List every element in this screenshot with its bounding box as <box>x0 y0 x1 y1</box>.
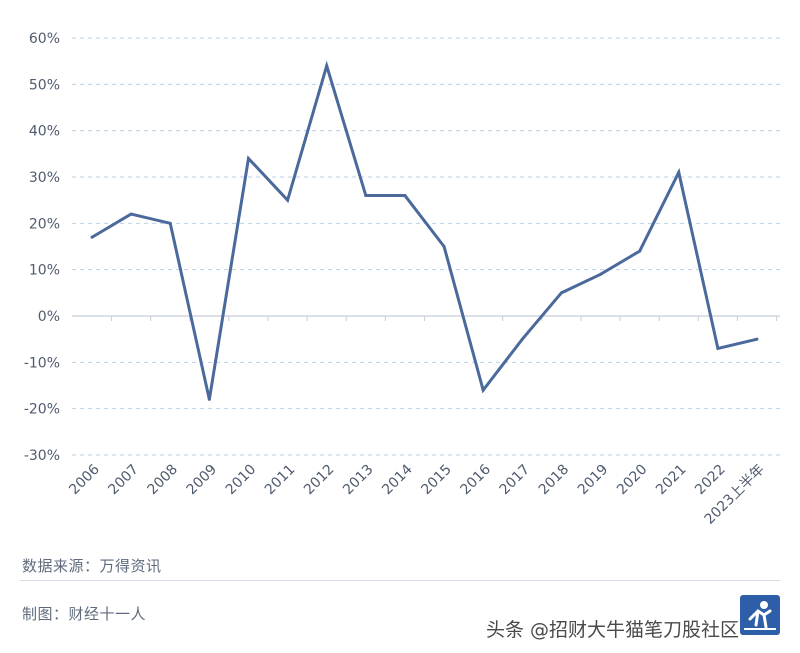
data-point <box>286 198 290 202</box>
data-point <box>520 337 524 341</box>
data-point <box>559 291 563 295</box>
x-tick-label: 2009 <box>184 462 221 499</box>
data-point <box>168 221 172 225</box>
data-point <box>716 346 720 350</box>
y-tick-label: 20% <box>29 216 60 232</box>
x-tick-label: 2020 <box>614 462 651 499</box>
data-point <box>677 170 681 174</box>
x-tick-label: 2018 <box>536 462 573 499</box>
x-tick-label: 2016 <box>457 461 494 498</box>
x-tick-label: 2014 <box>379 461 416 498</box>
data-point <box>90 235 94 239</box>
y-tick-label: -30% <box>24 448 60 464</box>
y-axis-ticks: 60% 50% 40% 30% 20% 10% 0% -10% -20% -30% <box>24 31 60 464</box>
x-tick-label: 2012 <box>301 462 338 499</box>
x-tick-label: 2006 <box>66 461 103 498</box>
line-chart: 60%50%40%30%20%10%0%-10%-20%-30% 2006 200… <box>24 31 780 528</box>
y-tick-label: 0% <box>38 309 60 325</box>
y-tick-label: 60% <box>29 31 60 47</box>
x-axis-ticks: 2006 2007 2008 2009 2010 2011 2012 2013 2014 2015… <box>66 461 768 527</box>
x-tick-label: 2010 <box>223 462 260 499</box>
x-tick-label: 2007 <box>105 462 142 499</box>
x-tick-label: 2021 <box>653 462 690 499</box>
x-tick-label: 2022 <box>692 462 729 499</box>
y-tick-label: 40% <box>29 124 60 140</box>
data-point <box>755 337 759 341</box>
data-point <box>325 64 329 68</box>
x-tick-label: 2013 <box>340 462 377 499</box>
x-tick-label: 2019 <box>575 462 612 499</box>
y-tick-label: -20% <box>24 402 60 418</box>
data-point <box>129 212 133 216</box>
y-tick-label: 50% <box>29 77 60 93</box>
series-line-0 <box>91 60 758 400</box>
data-point <box>246 156 250 160</box>
data-point <box>481 388 485 392</box>
watermark-text: 头条 @招财大牛猫笔刀股社区 <box>486 619 740 641</box>
y-tick-label: 10% <box>29 263 60 279</box>
x-tick-label: 2015 <box>418 462 455 499</box>
y-tick-label: 30% <box>29 170 60 186</box>
data-point <box>638 249 642 253</box>
x-tick-label: 2017 <box>497 462 534 499</box>
maker-note: 制图：财经十一人 <box>22 605 147 623</box>
data-point <box>442 245 446 248</box>
data-point <box>364 194 368 198</box>
data-point <box>599 272 603 276</box>
runner-logo-icon <box>740 595 780 635</box>
data-point <box>403 194 407 198</box>
grid-lines <box>72 37 780 456</box>
data-point <box>207 397 211 401</box>
x-tick-label: 2011 <box>262 462 299 499</box>
x-tick-label: 2008 <box>145 462 182 499</box>
series-lines <box>90 60 759 401</box>
source-note: 数据来源：万得资讯 <box>22 557 162 575</box>
y-tick-label: -10% <box>24 355 60 371</box>
footer-divider <box>20 580 780 581</box>
